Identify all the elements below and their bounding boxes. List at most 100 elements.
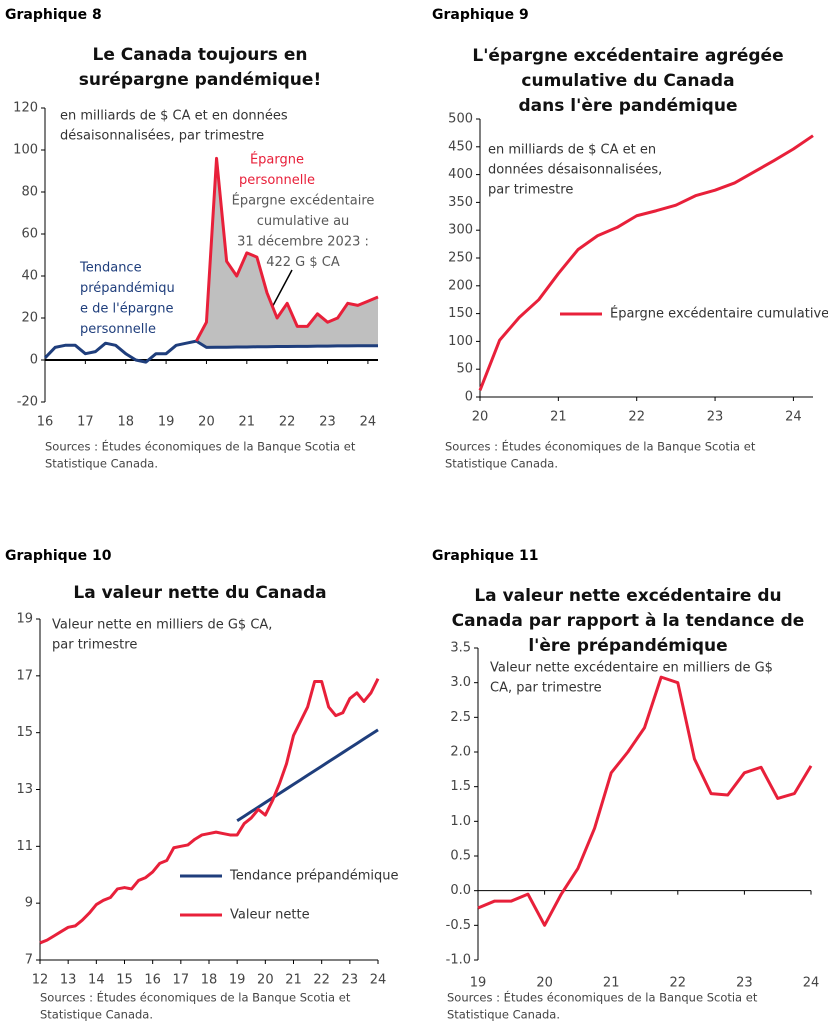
annotation: personnelle bbox=[80, 322, 156, 337]
sources: Sources : Études économiques de la Banqu… bbox=[447, 990, 758, 1005]
sources: Statistique Canada. bbox=[445, 457, 558, 471]
unit-note: CA, par trimestre bbox=[490, 681, 602, 696]
x-tick-label: 24 bbox=[785, 410, 802, 425]
legend-label: Épargne excédentaire cumulative bbox=[610, 306, 828, 322]
y-tick-label: 40 bbox=[21, 269, 38, 284]
sources: Sources : Études économiques de la Banqu… bbox=[445, 439, 756, 454]
chart-title: L'épargne excédentaire agrégée bbox=[472, 46, 783, 66]
x-tick-label: 21 bbox=[550, 410, 567, 425]
series-line bbox=[43, 339, 378, 364]
x-tick-label: 17 bbox=[77, 415, 94, 430]
legend-label: Valeur nette bbox=[230, 908, 310, 923]
chart-title: Canada par rapport à la tendance de bbox=[452, 611, 805, 631]
y-tick-label: 120 bbox=[13, 101, 38, 116]
x-tick-label: 20 bbox=[198, 415, 215, 430]
annotation: 422 G $ CA bbox=[266, 255, 340, 270]
unit-note: désaisonnalisées, par trimestre bbox=[60, 129, 264, 144]
y-tick-label: 9 bbox=[25, 896, 33, 911]
sources: Statistique Canada. bbox=[447, 1008, 560, 1022]
y-tick-label: 3.0 bbox=[450, 675, 471, 690]
x-tick-label: 19 bbox=[229, 973, 246, 988]
unit-note: par trimestre bbox=[488, 183, 573, 198]
series-line bbox=[477, 675, 813, 927]
x-tick-label: 21 bbox=[239, 415, 256, 430]
x-tick-label: 18 bbox=[117, 415, 134, 430]
x-tick-label: 22 bbox=[279, 415, 296, 430]
x-tick-label: 24 bbox=[803, 976, 820, 991]
y-tick-label: 0 bbox=[30, 353, 38, 368]
y-tick-label: 1.5 bbox=[450, 779, 471, 794]
sources: Sources : Études économiques de la Banqu… bbox=[45, 439, 356, 454]
series-line bbox=[236, 728, 379, 823]
x-tick-label: 22 bbox=[628, 410, 645, 425]
y-tick-label: 20 bbox=[21, 311, 38, 326]
annotation: Épargne excédentaire bbox=[232, 193, 375, 209]
excess-area bbox=[196, 158, 378, 348]
x-tick-label: 16 bbox=[37, 415, 54, 430]
unit-note: données désaisonnalisées, bbox=[488, 163, 662, 178]
y-tick-label: 19 bbox=[16, 612, 33, 627]
x-tick-label: 20 bbox=[536, 976, 553, 991]
x-tick-label: 21 bbox=[285, 973, 302, 988]
x-tick-label: 24 bbox=[370, 973, 387, 988]
x-tick-label: 23 bbox=[736, 976, 753, 991]
y-tick-label: 350 bbox=[448, 195, 473, 210]
x-tick-label: 23 bbox=[707, 410, 724, 425]
y-tick-label: -20 bbox=[17, 395, 38, 410]
annotation: personnelle bbox=[239, 173, 315, 188]
x-tick-label: 14 bbox=[88, 973, 105, 988]
unit-note: par trimestre bbox=[52, 638, 137, 653]
chart-title: surépargne pandémique! bbox=[79, 70, 321, 90]
chart-title: La valeur nette du Canada bbox=[73, 583, 326, 603]
unit-note: Valeur nette excédentaire en milliers de… bbox=[490, 661, 773, 676]
annotation: prépandémiqu bbox=[80, 281, 175, 296]
x-tick-label: 13 bbox=[60, 973, 77, 988]
annotation: e de l'épargne bbox=[80, 302, 174, 317]
y-tick-label: 200 bbox=[448, 278, 473, 293]
y-tick-label: 15 bbox=[16, 725, 33, 740]
chart-title: dans l'ère pandémique bbox=[519, 96, 738, 116]
y-tick-label: 80 bbox=[21, 185, 38, 200]
annotation: Tendance bbox=[79, 261, 142, 276]
y-tick-label: -1.0 bbox=[446, 953, 471, 968]
x-tick-label: 20 bbox=[257, 973, 274, 988]
y-tick-label: 0.5 bbox=[450, 849, 471, 864]
annotation: cumulative au bbox=[257, 214, 350, 229]
y-tick-label: 300 bbox=[448, 223, 473, 238]
sources: Statistique Canada. bbox=[45, 457, 158, 471]
y-tick-label: 2.5 bbox=[450, 710, 471, 725]
y-tick-label: 7 bbox=[25, 953, 33, 968]
x-tick-label: 12 bbox=[32, 973, 49, 988]
x-tick-label: 16 bbox=[144, 973, 161, 988]
y-tick-label: 0 bbox=[465, 390, 473, 405]
y-tick-label: 17 bbox=[16, 668, 33, 683]
series-line bbox=[478, 134, 814, 391]
unit-note: Valeur nette en milliers de G$ CA, bbox=[52, 618, 272, 633]
y-tick-label: 0.0 bbox=[450, 883, 471, 898]
y-tick-label: 400 bbox=[448, 167, 473, 182]
chart-label: Graphique 11 bbox=[432, 548, 538, 564]
series-line bbox=[195, 156, 379, 342]
y-tick-label: 150 bbox=[448, 306, 473, 321]
x-tick-label: 23 bbox=[342, 973, 359, 988]
y-tick-label: 450 bbox=[448, 139, 473, 154]
y-tick-label: 500 bbox=[448, 112, 473, 127]
x-tick-label: 15 bbox=[116, 973, 133, 988]
y-tick-label: 60 bbox=[21, 227, 38, 242]
y-tick-label: 1.0 bbox=[450, 814, 471, 829]
x-tick-label: 21 bbox=[603, 976, 620, 991]
x-tick-label: 24 bbox=[360, 415, 377, 430]
chart-title: l'ère prépandémique bbox=[528, 636, 727, 656]
chart-label: Graphique 10 bbox=[5, 548, 112, 564]
x-tick-label: 22 bbox=[313, 973, 330, 988]
y-tick-label: 2.0 bbox=[450, 745, 471, 760]
y-tick-label: 100 bbox=[13, 143, 38, 158]
y-tick-label: 3.5 bbox=[450, 641, 471, 656]
x-tick-label: 17 bbox=[173, 973, 190, 988]
y-tick-label: 50 bbox=[456, 362, 473, 377]
x-tick-label: 22 bbox=[670, 976, 687, 991]
sources: Sources : Études économiques de la Banqu… bbox=[40, 990, 351, 1005]
x-tick-label: 18 bbox=[201, 973, 218, 988]
sources: Statistique Canada. bbox=[40, 1008, 153, 1022]
